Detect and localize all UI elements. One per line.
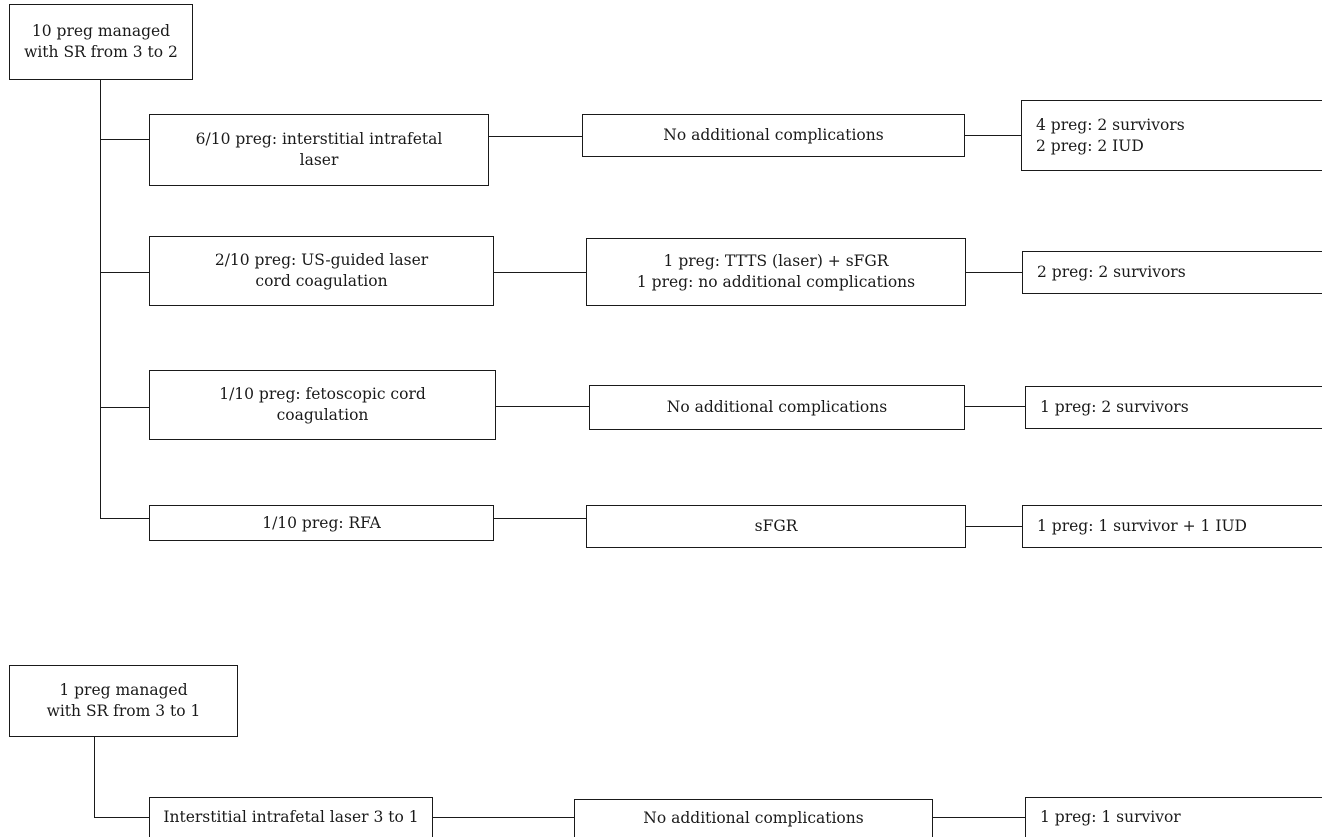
top-branch-1-connector-3 [965, 135, 1021, 137]
top-branch-2-complication-line-2: 1 preg: no additional complications [636, 273, 916, 291]
top-branch-1-connector-2 [489, 136, 582, 138]
top-branch-3-method-line-2: coagulation [276, 406, 369, 424]
top-branch-1-outcome-line-1: 4 preg: 2 survivors [1036, 115, 1185, 134]
top-branch-4-outcome-box: 1 preg: 1 survivor + 1 IUD [1022, 505, 1322, 548]
bottom-root-box: 1 preg managed with SR from 3 to 1 [9, 665, 238, 737]
top-branch-4-connector-2 [494, 518, 586, 520]
bottom-branch-1-connector-2 [433, 817, 574, 819]
top-branch-1-complication-box: No additional complications [582, 114, 965, 157]
top-branch-3-connector-3 [965, 406, 1025, 408]
bottom-branch-1-method-box: Interstitial intrafetal laser 3 to 1 [149, 797, 433, 837]
top-root-box: 10 preg managed with SR from 3 to 2 [9, 4, 193, 80]
top-branch-4-complication-box: sFGR [586, 505, 966, 548]
bottom-branch-1-outcome-box: 1 preg: 1 survivor [1025, 797, 1322, 837]
top-branch-4-outcome-line-1: 1 preg: 1 survivor + 1 IUD [1037, 517, 1247, 535]
top-branch-3-outcome-line-1: 1 preg: 2 survivors [1040, 398, 1189, 416]
bottom-branch-1-outcome-line-1: 1 preg: 1 survivor [1040, 808, 1181, 826]
top-branch-3-complication-box: No additional complications [589, 385, 965, 430]
top-branch-3-connector-2 [496, 406, 589, 408]
top-branch-1-method-line-1: 6/10 preg: interstitial intrafetal [195, 130, 443, 148]
top-branch-2-method-box: 2/10 preg: US-guided laser cord coagulat… [149, 236, 494, 306]
top-branch-2-outcome-box: 2 preg: 2 survivors [1022, 251, 1322, 294]
bottom-branch-1-complication-box: No additional complications [574, 799, 933, 837]
bottom-branch-1-connector [94, 817, 149, 819]
top-branch-3-method-box: 1/10 preg: fetoscopic cord coagulation [149, 370, 496, 440]
top-branch-1-outcome-line-2: 2 preg: 2 IUD [1036, 136, 1144, 155]
top-branch-3-connector [100, 407, 149, 409]
top-branch-2-complication-line-1: 1 preg: TTTS (laser) + sFGR [663, 252, 889, 270]
top-branch-2-connector-3 [966, 272, 1022, 274]
top-root-line-1: 10 preg managed [31, 22, 171, 40]
bottom-branch-1-complication-line-1: No additional complications [643, 809, 864, 827]
top-branch-1-method-box: 6/10 preg: interstitial intrafetal laser [149, 114, 489, 186]
top-branch-4-method-box: 1/10 preg: RFA [149, 505, 494, 541]
bottom-branch-1-connector-3 [933, 817, 1025, 819]
bottom-root-line-1: 1 preg managed [59, 681, 188, 699]
top-branch-1-outcome-box: 4 preg: 2 survivors 2 preg: 2 IUD [1021, 100, 1322, 171]
bottom-root-line-2: with SR from 3 to 1 [46, 702, 201, 720]
top-branch-2-outcome-line-1: 2 preg: 2 survivors [1037, 263, 1186, 281]
top-root-line-2: with SR from 3 to 2 [24, 43, 178, 61]
top-trunk-line [100, 80, 102, 519]
top-branch-3-complication-line-1: No additional complications [666, 398, 888, 416]
top-branch-1-method-line-2: laser [299, 151, 339, 169]
top-branch-2-complication-box: 1 preg: TTTS (laser) + sFGR 1 preg: no a… [586, 238, 966, 306]
top-branch-4-method-line-1: 1/10 preg: RFA [262, 513, 381, 532]
top-branch-4-connector-3 [966, 526, 1022, 528]
top-branch-1-complication-line-1: No additional complications [663, 126, 884, 144]
bottom-branch-1-method-line-1: Interstitial intrafetal laser 3 to 1 [163, 808, 419, 826]
top-branch-2-connector [100, 272, 149, 274]
top-branch-2-method-line-1: 2/10 preg: US-guided laser [214, 251, 429, 269]
top-branch-4-complication-line-1: sFGR [754, 517, 798, 535]
top-branch-4-connector [100, 518, 149, 520]
top-branch-1-connector [100, 139, 149, 141]
top-branch-2-connector-2 [494, 272, 586, 274]
top-branch-3-outcome-box: 1 preg: 2 survivors [1025, 386, 1322, 429]
top-branch-2-method-line-2: cord coagulation [255, 272, 388, 290]
top-branch-3-method-line-1: 1/10 preg: fetoscopic cord [219, 385, 426, 403]
bottom-trunk-line [94, 737, 96, 818]
